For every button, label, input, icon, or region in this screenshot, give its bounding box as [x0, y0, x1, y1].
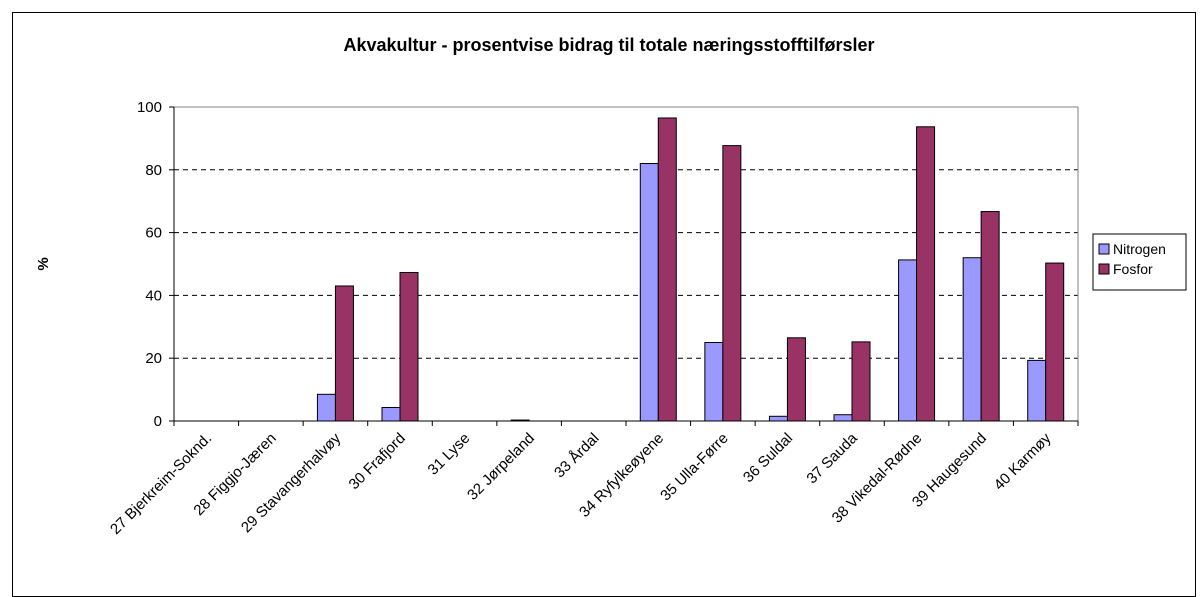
bar-nitrogen	[768, 415, 788, 422]
x-tick-label: 33 Årdal	[551, 430, 603, 482]
chart-title: Akvakultur - prosentvise bidrag til tota…	[343, 35, 874, 55]
x-tick-label: 37 Sauda	[803, 429, 861, 487]
y-tick-label: 40	[145, 287, 162, 304]
bar-nitrogen	[381, 406, 401, 422]
y-axis-label: %	[35, 257, 52, 270]
x-tick-label: 27 Bjerkreim-Soknd.	[107, 430, 215, 538]
x-tick-label: 40 Karmøy	[991, 429, 1055, 493]
bar-nitrogen	[898, 259, 918, 422]
bar-fosfor	[722, 145, 742, 422]
bar-fosfor	[399, 271, 419, 422]
legend-swatch	[1098, 243, 1110, 255]
bars	[316, 117, 1065, 422]
x-tick-label: 30 Frafjord	[346, 430, 409, 493]
bar-fosfor	[1045, 262, 1065, 422]
bar-fosfor	[851, 341, 871, 422]
bar-nitrogen	[704, 342, 724, 422]
bar-fosfor	[334, 285, 354, 422]
bar-nitrogen	[962, 257, 982, 422]
bar-fosfor	[657, 117, 677, 422]
legend: Nitrogen Fosfor	[1092, 233, 1187, 291]
bar-nitrogen	[833, 414, 853, 422]
bar-nitrogen	[1027, 359, 1047, 422]
x-tick-label: 32 Jørpeland	[464, 430, 538, 504]
x-tick-label: 36 Suldal	[740, 430, 796, 486]
x-tick-label: 35 Ulla-Førre	[657, 430, 732, 505]
plot-area	[173, 106, 1079, 422]
bar-nitrogen	[316, 393, 336, 422]
x-tick-label: 31 Lyse	[425, 430, 474, 479]
bar-fosfor	[916, 126, 936, 422]
bar-nitrogen	[639, 163, 659, 422]
y-axis-ticks: 0 20 40 60 80 100	[137, 99, 1078, 430]
y-tick-label: 20	[145, 350, 162, 367]
y-tick-label: 80	[145, 162, 162, 179]
bar-fosfor	[786, 337, 806, 422]
bar-fosfor	[980, 211, 1000, 422]
y-tick-label: 60	[145, 225, 162, 242]
legend-swatch	[1098, 263, 1110, 275]
y-tick-label: 100	[137, 99, 162, 116]
legend-label: Fosfor	[1113, 261, 1153, 277]
legend-label: Nitrogen	[1113, 241, 1166, 257]
y-tick-label: 0	[154, 413, 162, 430]
legend-box	[1092, 233, 1187, 291]
gridlines	[174, 169, 1078, 359]
